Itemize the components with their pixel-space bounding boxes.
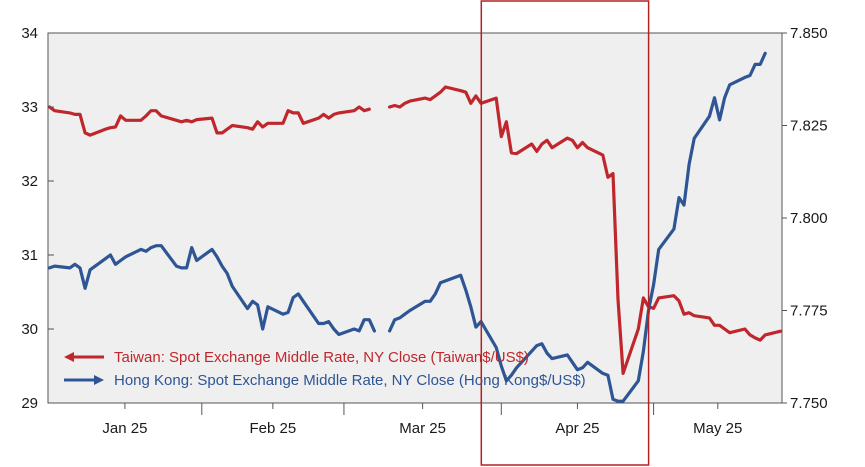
- legend-arrow-right-icon: [94, 375, 104, 385]
- plot-area: [48, 33, 782, 403]
- left-y-tick-label: 34: [21, 25, 38, 42]
- left-y-tick-label: 33: [21, 99, 38, 116]
- series-line-hong-kong: [47, 51, 767, 403]
- series-layer: [47, 51, 783, 403]
- legend-label: Hong Kong: Spot Exchange Middle Rate, NY…: [114, 372, 586, 389]
- series-line-taiwan: [47, 85, 783, 375]
- x-tick-label: Mar 25: [399, 420, 446, 437]
- legend-item-taiwan: Taiwan: Spot Exchange Middle Rate, NY Cl…: [64, 349, 529, 366]
- x-tick-label: Apr 25: [555, 420, 599, 437]
- right-y-tick-label: 7.850: [790, 25, 828, 42]
- highlight-box: [480, 0, 650, 466]
- left-y-tick-label: 29: [21, 395, 38, 412]
- x-tick-label: May 25: [693, 420, 742, 437]
- left-y-tick-label: 30: [21, 321, 38, 338]
- right-y-tick-label: 7.750: [790, 395, 828, 412]
- right-y-tick-label: 7.825: [790, 118, 828, 135]
- ticks-layer: 29 30 31 32 33 34 7.750 7.775 7.800 7.825 7.850 Jan…: [21, 25, 827, 437]
- left-y-tick-label: 31: [21, 247, 38, 264]
- legend-label: Taiwan: Spot Exchange Middle Rate, NY Cl…: [114, 349, 529, 366]
- legend: Taiwan: Spot Exchange Middle Rate, NY Cl…: [64, 349, 586, 389]
- left-y-tick-label: 32: [21, 173, 38, 190]
- x-tick-label: Feb 25: [250, 420, 297, 437]
- legend-arrow-left-icon: [64, 352, 74, 362]
- x-tick-label: Jan 25: [102, 420, 147, 437]
- legend-item-hong-kong: Hong Kong: Spot Exchange Middle Rate, NY…: [64, 372, 586, 389]
- right-y-tick-label: 7.800: [790, 210, 828, 227]
- right-y-tick-label: 7.775: [790, 303, 828, 320]
